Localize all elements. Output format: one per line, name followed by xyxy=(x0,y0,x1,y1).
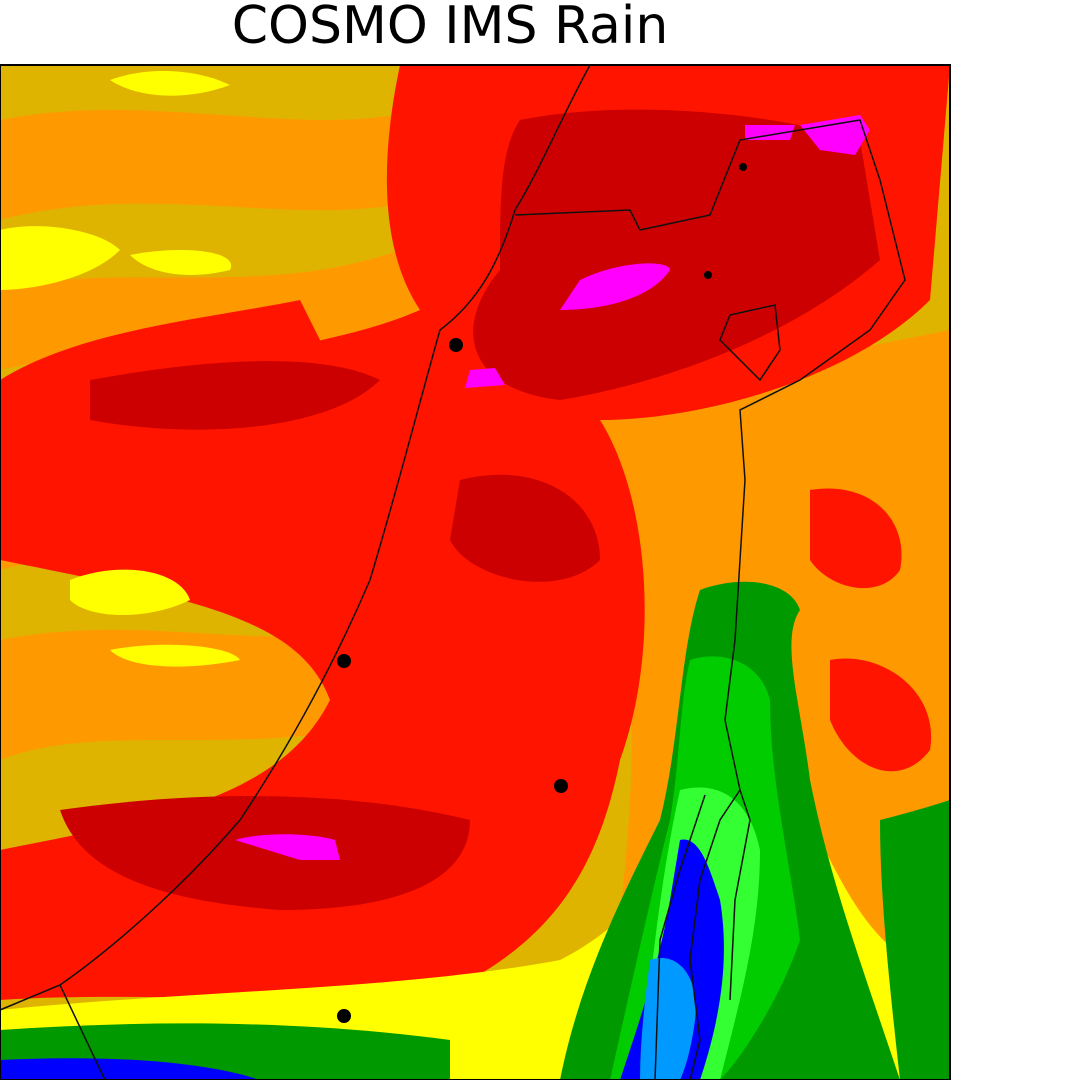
rain-field xyxy=(0,65,950,1080)
map-title: COSMO IMS Rain xyxy=(231,0,669,56)
